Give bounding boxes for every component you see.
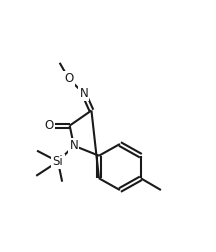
Text: N: N [70,139,78,152]
Text: N: N [79,87,88,100]
Text: O: O [64,72,73,85]
Text: O: O [44,119,53,132]
Text: Si: Si [52,155,63,168]
